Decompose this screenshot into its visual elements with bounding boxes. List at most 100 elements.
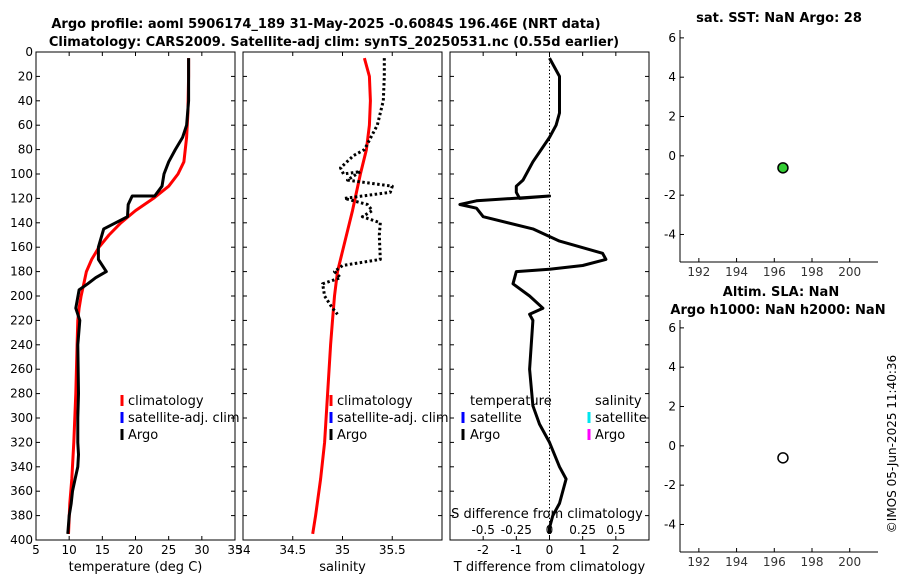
altim-sla-xtick-label: 198 (801, 555, 824, 569)
diff-top-axis-label: S difference from climatology (451, 507, 643, 522)
figure-title-line2: Climatology: CARS2009. Satellite-adj cli… (49, 35, 619, 50)
difference-xaxis-label: T difference from climatology (453, 560, 646, 575)
altim-sla-ytick-label: 2 (668, 400, 676, 414)
depth-tick-label: 160 (10, 240, 33, 254)
sat-sst-ytick-label: -4 (664, 227, 676, 241)
altim-sla-data-point (777, 452, 789, 464)
depth-tick-label: 60 (18, 118, 33, 132)
salinity-xtick-label: 35 (335, 543, 350, 557)
altim-sla-xtick-label: 196 (763, 555, 786, 569)
diff-s-tick-label: 0 (546, 523, 554, 537)
diff-s-tick-label: -0.25 (501, 523, 532, 537)
salinity-xaxis-label: salinity (319, 560, 366, 575)
salinity-series-argo (321, 58, 394, 316)
depth-tick-label: 300 (10, 411, 33, 425)
sat-sst-ytick-label: 6 (668, 31, 676, 45)
altim-sla-ytick-label: 4 (668, 360, 676, 374)
temperature-panel: 0 20 40 60 80 100 120 140 160 180 200 220 240 260 280 3… (10, 45, 243, 575)
altim-sla-ytick-label: 6 (668, 321, 676, 335)
figure-title-line1: Argo profile: aoml 5906174_189 31-May-20… (51, 17, 600, 32)
temperature-series-argo (66, 58, 191, 535)
difference-xtick-label: 0 (546, 543, 554, 557)
depth-tick-label: 120 (10, 191, 33, 205)
depth-tick-label: 100 (10, 167, 33, 181)
sat-sst-ytick-label: -2 (664, 188, 676, 202)
temperature-xtick-label: 25 (161, 543, 176, 557)
altim-sla-title-line2: Argo h1000: NaN h2000: NaN (670, 303, 885, 318)
depth-tick-label: 0 (25, 45, 33, 59)
sat-sst-data-point (777, 162, 789, 174)
imos-watermark: ©IMOS 05-Jun-2025 11:40:36 (885, 355, 899, 533)
salinity-xtick-label: 34.5 (279, 543, 306, 557)
sat-sst-panel: 6 4 2 0 -2 -4 192 194 196 198 200 sat. SST: NaN Arg… (664, 11, 878, 279)
depth-tick-label: 220 (10, 313, 33, 327)
altim-sla-xtick-label: 194 (725, 555, 748, 569)
temperature-legend-entry: climatology (128, 394, 204, 409)
sat-sst-xtick-label: 196 (763, 265, 786, 279)
diff-s-tick-label: 0.5 (606, 523, 625, 537)
diff-legend-entry: Argo (470, 428, 500, 443)
temperature-xtick-label: 20 (128, 543, 143, 557)
altim-sla-title-line1: Altim. SLA: NaN (723, 285, 839, 300)
altim-sla-ytick-label: 0 (668, 439, 676, 453)
temperature-xtick-label: 5 (32, 543, 40, 557)
sat-sst-xtick-label: 194 (725, 265, 748, 279)
difference-xtick-label: -2 (477, 543, 489, 557)
temperature-legend-entry: Argo (128, 428, 158, 443)
depth-tick-label: 260 (10, 362, 33, 376)
diff-legend-entry: satellite (470, 411, 522, 426)
temperature-xtick-label: 30 (194, 543, 209, 557)
salinity-panel: 34 34.5 35 35.5 salinity climatology satellite… (235, 51, 449, 575)
temperature-series-climatology (67, 58, 191, 534)
temperature-xaxis-label: temperature (deg C) (69, 560, 203, 575)
depth-tick-label: 180 (10, 265, 33, 279)
sat-sst-ytick-label: 4 (668, 70, 676, 84)
depth-tick-label: 20 (18, 69, 33, 83)
temperature-legend-entry: satellite-adj. clim (128, 411, 240, 426)
depth-tick-label: 340 (10, 460, 33, 474)
depth-tick-label: 40 (18, 94, 33, 108)
depth-tick-label: 380 (10, 509, 33, 523)
depth-tick-label: 240 (10, 338, 33, 352)
diff-legend-temperature-header: temperature (470, 394, 552, 409)
sat-sst-xtick-label: 192 (687, 265, 710, 279)
sat-sst-ytick-label: 2 (668, 110, 676, 124)
sat-sst-ytick-label: 0 (668, 149, 676, 163)
temperature-xtick-label: 10 (62, 543, 77, 557)
difference-panel: -2 -1 0 1 2 T difference from climatology temp… (449, 51, 650, 575)
diff-legend-salinity-header: salinity (595, 394, 642, 409)
temperature-xtick-label: 35 (227, 543, 242, 557)
depth-tick-label: 280 (10, 387, 33, 401)
salinity-legend-entry: climatology (337, 394, 413, 409)
salinity-legend-entry: satellite-adj. clim (337, 411, 449, 426)
temperature-axes-box (35, 51, 236, 541)
sat-sst-xtick-label: 198 (801, 265, 824, 279)
salinity-legend-entry: Argo (337, 428, 367, 443)
depth-tick-label: 360 (10, 484, 33, 498)
difference-xtick-label: -1 (510, 543, 522, 557)
temperature-xtick-label: 15 (95, 543, 110, 557)
altim-sla-ytick-label: -2 (664, 478, 676, 492)
altim-sla-xtick-label: 192 (687, 555, 710, 569)
salinity-xtick-label: 34 (235, 543, 250, 557)
diff-legend-entry: Argo (595, 428, 625, 443)
salinity-series-climatology (311, 57, 372, 535)
sat-sst-title: sat. SST: NaN Argo: 28 (696, 11, 862, 26)
salinity-xtick-label: 35.5 (379, 543, 406, 557)
diff-legend-entry: satellite (595, 411, 647, 426)
difference-xtick-label: 1 (579, 543, 587, 557)
depth-tick-label: 140 (10, 216, 33, 230)
diff-s-tick-label: 0.25 (569, 523, 596, 537)
diff-s-tick-label: -0.5 (471, 523, 494, 537)
depth-tick-label: 80 (18, 143, 33, 157)
sat-sst-xtick-label: 200 (838, 265, 861, 279)
difference-series-argo (458, 57, 608, 534)
salinity-axes-box (242, 51, 443, 541)
altim-sla-panel: 6 4 2 0 -2 -4 192 194 196 198 200 Altim. SLA: NaN Ar… (664, 285, 886, 569)
altim-sla-xtick-label: 200 (838, 555, 861, 569)
depth-tick-label: 400 (10, 533, 33, 547)
difference-xtick-label: 2 (612, 543, 620, 557)
depth-tick-label: 320 (10, 435, 33, 449)
altim-sla-ytick-label: -4 (664, 517, 676, 531)
